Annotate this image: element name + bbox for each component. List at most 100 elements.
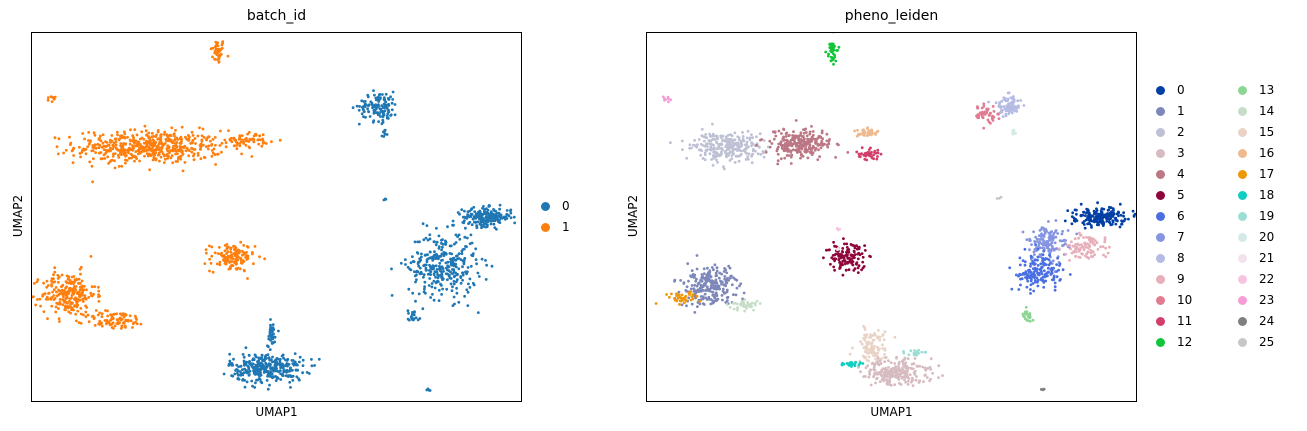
- data-point: [873, 333, 877, 337]
- data-point: [190, 150, 194, 154]
- data-point: [259, 371, 262, 375]
- data-point: [274, 363, 278, 367]
- data-point: [1054, 219, 1058, 222]
- data-point: [760, 138, 763, 141]
- data-point: [247, 131, 251, 134]
- cluster-6: [1008, 243, 1072, 295]
- data-point: [79, 265, 83, 269]
- data-point: [889, 361, 893, 364]
- data-point: [776, 152, 780, 156]
- data-point: [868, 349, 871, 352]
- data-point: [1099, 245, 1102, 249]
- data-point: [383, 105, 386, 109]
- data-point: [1043, 262, 1046, 265]
- data-point: [1036, 280, 1039, 284]
- data-point: [455, 286, 458, 290]
- data-point: [437, 247, 441, 250]
- data-point: [809, 151, 813, 155]
- data-point: [711, 132, 715, 136]
- data-point: [160, 145, 164, 149]
- legend-label: 12: [1177, 335, 1193, 349]
- data-point: [76, 309, 80, 313]
- data-point: [1058, 247, 1061, 251]
- data-point: [929, 368, 933, 371]
- data-point: [472, 216, 476, 220]
- data-point: [719, 134, 722, 138]
- data-point: [894, 365, 897, 368]
- data-point: [257, 142, 261, 146]
- data-point: [286, 375, 290, 378]
- data-point: [171, 161, 175, 165]
- data-point: [784, 132, 788, 136]
- data-point: [747, 152, 751, 156]
- data-point: [836, 252, 839, 256]
- data-point: [98, 311, 102, 315]
- legend-marker: [1156, 337, 1165, 347]
- legend-label: 9: [1177, 272, 1185, 286]
- legend-label: 5: [1177, 188, 1185, 202]
- data-point: [36, 298, 39, 301]
- data-point: [202, 155, 206, 159]
- data-point: [472, 205, 476, 209]
- data-point: [1105, 219, 1109, 223]
- data-point: [116, 148, 120, 152]
- data-point: [679, 279, 682, 282]
- data-point: [681, 148, 684, 151]
- data-point: [875, 157, 879, 161]
- data-point: [891, 374, 895, 378]
- data-point: [485, 213, 488, 217]
- legend-marker: [1238, 106, 1247, 116]
- data-point: [871, 361, 874, 365]
- data-point: [881, 334, 884, 337]
- data-point: [466, 210, 470, 214]
- legend-label: 15: [1259, 125, 1275, 139]
- data-point: [192, 158, 196, 162]
- data-point: [458, 212, 461, 216]
- cluster-12: [824, 33, 841, 66]
- data-point: [115, 312, 119, 316]
- legend-label: 20: [1259, 230, 1275, 244]
- data-point: [457, 267, 461, 271]
- data-point: [1024, 305, 1028, 309]
- data-point: [1114, 218, 1117, 222]
- data-point: [466, 304, 470, 307]
- cluster-11: [855, 146, 883, 162]
- data-point: [495, 214, 499, 218]
- data-point: [158, 140, 162, 144]
- data-point: [787, 142, 791, 146]
- data-point: [111, 154, 115, 158]
- data-point: [247, 370, 251, 374]
- data-point: [134, 314, 137, 318]
- data-point: [474, 247, 478, 251]
- data-point: [1118, 202, 1122, 206]
- legend-marker: [1156, 148, 1165, 158]
- data-point: [690, 302, 694, 306]
- data-point: [52, 298, 56, 301]
- data-point: [1002, 105, 1006, 108]
- data-point: [73, 279, 77, 283]
- data-point: [856, 271, 860, 274]
- data-point: [50, 279, 53, 283]
- data-point: [738, 284, 741, 288]
- data-point: [106, 320, 110, 323]
- data-point: [460, 252, 464, 256]
- data-point: [429, 270, 433, 274]
- data-point: [817, 148, 820, 152]
- data-point: [451, 219, 455, 223]
- data-point: [1005, 104, 1009, 108]
- data-point: [856, 257, 860, 261]
- data-point: [1074, 250, 1078, 254]
- legend-marker: [1238, 148, 1247, 158]
- data-point: [192, 154, 195, 158]
- data-point: [242, 355, 246, 359]
- data-point: [289, 386, 292, 389]
- data-point: [476, 311, 480, 314]
- data-point: [1023, 263, 1027, 267]
- data-point: [711, 286, 715, 290]
- data-point: [54, 286, 58, 289]
- data-point: [393, 113, 397, 117]
- data-point: [1078, 248, 1081, 252]
- data-point: [805, 149, 809, 152]
- data-point: [867, 359, 870, 363]
- data-point: [821, 144, 825, 147]
